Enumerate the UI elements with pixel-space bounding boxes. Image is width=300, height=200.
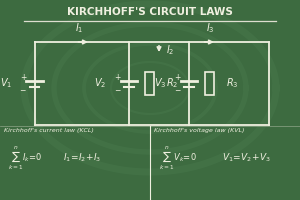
Text: KIRCHHOFF'S CIRCUIT LAWS: KIRCHHOFF'S CIRCUIT LAWS [67,7,233,17]
Text: $R_2$: $R_2$ [166,77,178,90]
Text: $I_1\!=\!I_2\!+\!I_3$: $I_1\!=\!I_2\!+\!I_3$ [63,152,101,164]
Text: $V_2$: $V_2$ [94,77,106,90]
Text: +: + [114,73,121,82]
Text: $\sum_{k=1}^{n} I_k\!=\!0$: $\sum_{k=1}^{n} I_k\!=\!0$ [8,145,42,172]
Text: $I_2$: $I_2$ [166,44,174,57]
Text: $V_3$: $V_3$ [154,77,167,90]
Text: $V_1\!=\!V_2\!+\!V_3$: $V_1\!=\!V_2\!+\!V_3$ [222,152,271,164]
Text: Kirchhoff's voltage law (KVL): Kirchhoff's voltage law (KVL) [154,128,245,133]
Text: +: + [20,73,26,82]
Text: $\sum_{k=1}^{n} V_k\!=\!0$: $\sum_{k=1}^{n} V_k\!=\!0$ [159,145,197,172]
Text: $-$: $-$ [114,84,122,93]
Text: $-$: $-$ [19,84,27,93]
Bar [145,72,154,95]
Text: $I_3$: $I_3$ [206,21,215,35]
Bar [205,72,214,95]
Text: $R_3$: $R_3$ [226,77,239,90]
Text: $V_1$: $V_1$ [0,77,12,90]
Text: $I_1$: $I_1$ [74,21,83,35]
Text: +: + [174,73,181,82]
Text: Kirchhoff's current law (KCL): Kirchhoff's current law (KCL) [4,128,94,133]
Text: $-$: $-$ [174,84,182,93]
